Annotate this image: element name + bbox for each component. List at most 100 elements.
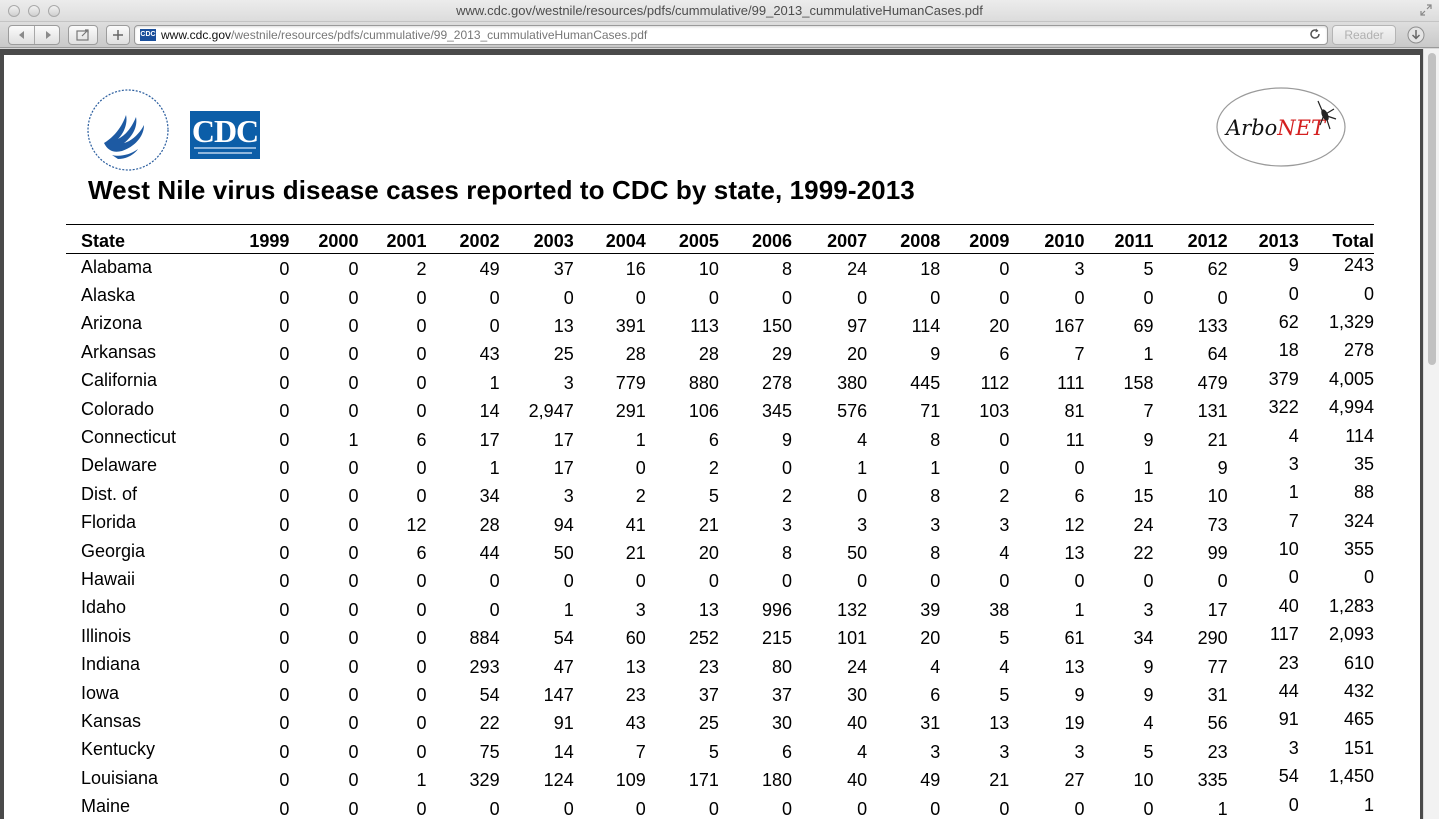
case-count-cell: 0 — [563, 287, 574, 308]
case-count-cell: 0 — [999, 429, 1010, 450]
case-count-cell: 4 — [857, 741, 868, 762]
case-count-cell: 0 — [279, 401, 290, 422]
case-count-cell: 1 — [563, 599, 574, 620]
state-name-cell: Dist. of — [81, 483, 138, 504]
address-bar[interactable]: CDC www.cdc.gov/westnile/resources/pdfs/… — [134, 25, 1328, 45]
vertical-scrollbar[interactable] — [1423, 49, 1439, 819]
plus-icon — [113, 30, 123, 40]
case-count-cell: 13 — [1064, 543, 1085, 564]
case-count-cell: 0 — [348, 798, 359, 819]
url-text[interactable]: www.cdc.gov/westnile/resources/pdfs/cumm… — [161, 28, 647, 42]
case-count-cell: 9 — [1074, 685, 1085, 706]
case-count-cell: 40 — [847, 770, 868, 791]
state-name-cell: Florida — [81, 512, 137, 533]
case-count-cell: 0 — [857, 486, 868, 507]
document-title: West Nile virus disease cases reported t… — [88, 175, 915, 205]
case-count-cell: 0 — [1288, 794, 1299, 815]
case-count-cell: 880 — [688, 372, 719, 393]
back-button[interactable] — [9, 26, 35, 44]
case-count-cell: 101 — [837, 628, 868, 649]
case-count-cell: 3 — [930, 514, 941, 535]
total-cell: 1,450 — [1328, 766, 1374, 787]
case-count-cell: 1 — [489, 457, 500, 478]
case-count-cell: 73 — [1207, 514, 1228, 535]
case-count-cell: 22 — [1133, 543, 1154, 564]
case-count-cell: 0 — [857, 287, 868, 308]
column-header-year: 1999 — [249, 231, 290, 251]
case-count-cell: 0 — [279, 685, 290, 706]
case-count-cell: 0 — [416, 656, 427, 677]
column-header-year: 2002 — [459, 231, 500, 251]
case-count-cell: 0 — [279, 599, 290, 620]
case-count-cell: 3 — [1074, 741, 1085, 762]
case-count-cell: 3 — [1143, 599, 1154, 620]
case-count-cell: 54 — [479, 685, 500, 706]
column-header-year: 2001 — [386, 231, 427, 251]
state-name-cell: Arkansas — [81, 341, 157, 362]
total-cell: 243 — [1343, 255, 1374, 276]
case-count-cell: 37 — [553, 259, 574, 280]
case-count-cell: 0 — [279, 543, 290, 564]
total-cell: 2,093 — [1328, 624, 1374, 645]
downloads-icon[interactable] — [1405, 25, 1427, 45]
table-row: Kentucky 0 0 0 75 14 7 5 6 4 3 3 3 5 23 3 151 — [66, 736, 1374, 764]
forward-button[interactable] — [35, 26, 61, 44]
case-count-cell: 17 — [479, 429, 500, 450]
browser-toolbar: CDC www.cdc.gov/westnile/resources/pdfs/… — [0, 22, 1439, 48]
case-count-cell: 64 — [1207, 344, 1228, 365]
table-row: Alabama 0 0 2 49 37 16 10 8 24 18 0 3 5 62 9 243 — [66, 253, 1374, 281]
scrollbar-thumb[interactable] — [1428, 53, 1436, 365]
case-count-cell: 0 — [348, 571, 359, 592]
window-title: www.cdc.gov/westnile/resources/pdfs/cumm… — [456, 3, 983, 18]
case-count-cell: 41 — [625, 514, 646, 535]
case-count-cell: 80 — [772, 656, 793, 677]
case-count-cell: 133 — [1197, 315, 1228, 336]
table-row: Hawaii 0 0 0 0 0 0 0 0 0 0 0 0 0 0 0 0 — [66, 565, 1374, 593]
table-row: Idaho 0 0 0 0 1 3 13 996 132 39 38 1 3 17 40 1,283 — [66, 594, 1374, 622]
case-count-cell: 0 — [1074, 571, 1085, 592]
arbonet-logo: ArboNET — [1216, 87, 1346, 167]
case-count-cell: 3 — [635, 599, 646, 620]
close-window-button[interactable] — [8, 5, 20, 17]
case-count-cell: 0 — [635, 457, 646, 478]
case-count-cell: 17 — [553, 429, 574, 450]
case-count-cell: 0 — [416, 372, 427, 393]
zoom-window-button[interactable] — [48, 5, 60, 17]
reload-icon[interactable] — [1309, 27, 1321, 44]
case-count-cell: 0 — [416, 315, 427, 336]
case-count-cell: 50 — [847, 543, 868, 564]
case-count-cell: 13 — [625, 656, 646, 677]
state-name-cell: Georgia — [81, 540, 146, 561]
case-count-cell: 3 — [1074, 259, 1085, 280]
case-count-cell: 43 — [479, 344, 500, 365]
case-count-cell: 124 — [543, 770, 574, 791]
case-count-cell: 99 — [1207, 543, 1228, 564]
case-count-cell: 0 — [1074, 287, 1085, 308]
case-count-cell: 0 — [279, 514, 290, 535]
case-count-cell: 1 — [1143, 457, 1154, 478]
case-count-cell: 7 — [1074, 344, 1085, 365]
case-count-cell: 0 — [782, 798, 793, 819]
total-cell: 1 — [1363, 794, 1374, 815]
case-count-cell: 0 — [348, 514, 359, 535]
case-count-cell: 40 — [1278, 595, 1299, 616]
case-count-cell: 0 — [489, 571, 500, 592]
hhs-seal-icon — [87, 89, 169, 171]
share-button[interactable] — [68, 25, 98, 45]
case-count-cell: 0 — [348, 344, 359, 365]
reader-button[interactable]: Reader — [1332, 25, 1396, 45]
case-count-cell: 21 — [989, 770, 1010, 791]
case-count-cell: 28 — [479, 514, 500, 535]
case-count-cell: 0 — [930, 571, 941, 592]
new-tab-button[interactable] — [106, 25, 130, 45]
case-count-cell: 291 — [615, 401, 646, 422]
case-count-cell: 0 — [279, 315, 290, 336]
case-count-cell: 29 — [772, 344, 793, 365]
case-count-cell: 0 — [635, 798, 646, 819]
fullscreen-icon[interactable] — [1419, 4, 1433, 18]
case-count-cell: 3 — [857, 514, 868, 535]
minimize-window-button[interactable] — [28, 5, 40, 17]
case-count-cell: 69 — [1133, 315, 1154, 336]
case-count-cell: 147 — [543, 685, 574, 706]
table-row: Illinois 0 0 0 884 54 60 252 215 101 20 5 61 34 290 117… — [66, 622, 1374, 650]
